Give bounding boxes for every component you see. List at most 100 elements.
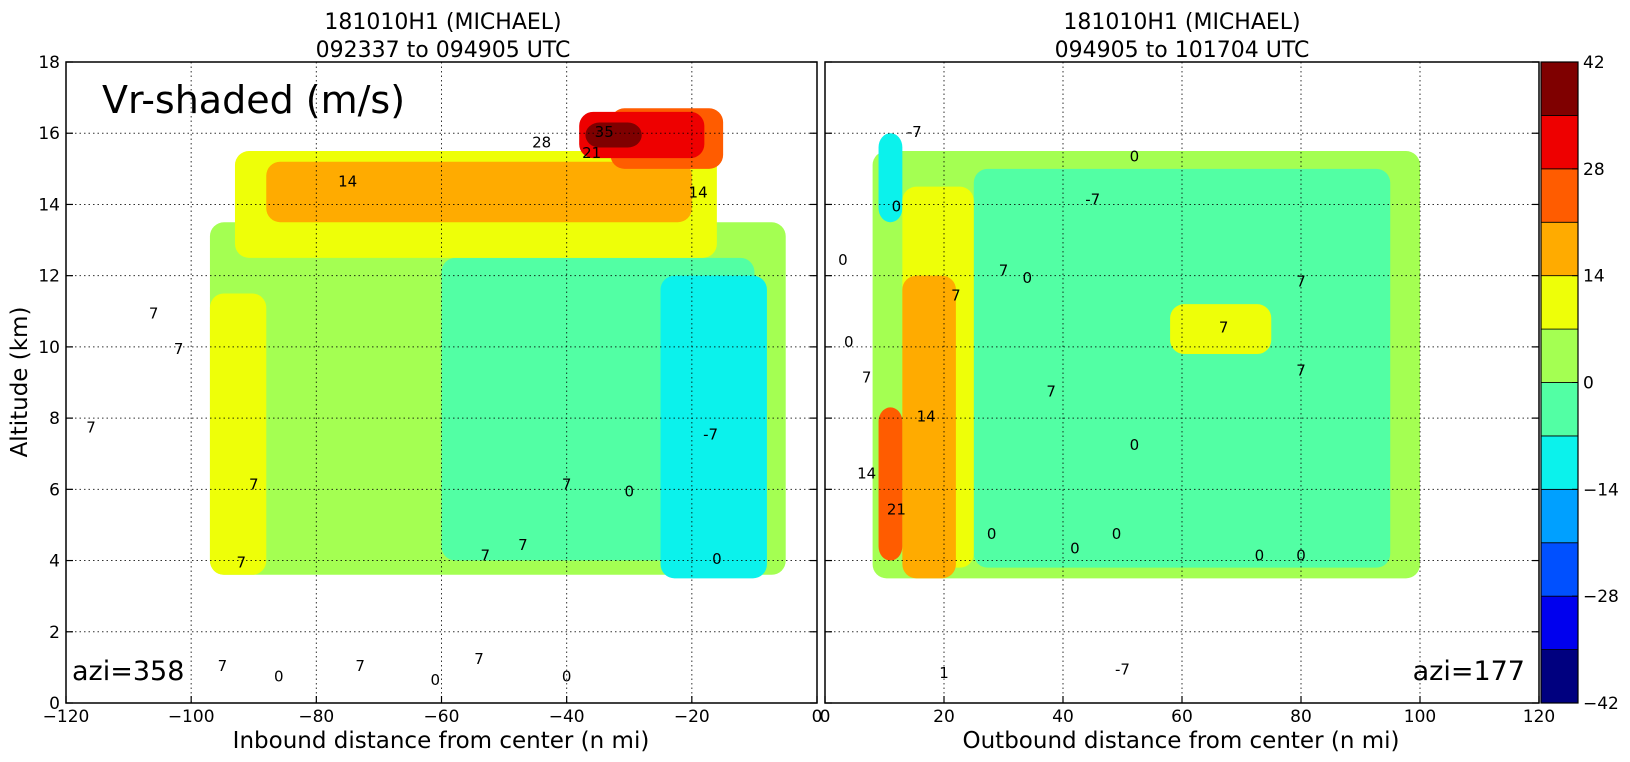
vr-region-35-42 <box>585 122 642 148</box>
contour-label: 7 <box>86 418 96 436</box>
contour-label: 7 <box>174 340 184 358</box>
colorbar-tick-label: −14 <box>1583 480 1619 500</box>
colorbar-tick-label: 28 <box>1583 160 1605 180</box>
colorbar-segment <box>1540 168 1579 223</box>
y-tick-label: 16 <box>38 124 60 144</box>
contour-label: 7 <box>518 536 528 554</box>
contour-label: 0 <box>1130 148 1140 166</box>
contour-label: 14 <box>689 183 708 201</box>
contour-label: 0 <box>987 525 997 543</box>
contour-label: 14 <box>857 465 876 483</box>
left-axes-frame <box>65 61 818 704</box>
y-tick-label: 0 <box>49 694 60 714</box>
x-tick-label: 60 <box>1171 707 1193 727</box>
contour-label: 7 <box>562 475 572 493</box>
colorbar-segment <box>1540 488 1579 544</box>
right-xlabel: Outbound distance from center (n mi) <box>963 728 1400 754</box>
contour-label: 0 <box>892 198 902 216</box>
left-title-line1: 181010H1 (MICHAEL) <box>324 10 561 35</box>
vr-region-21-28 <box>878 407 903 561</box>
colorbar-segment <box>1540 382 1579 437</box>
colorbar-segment <box>1540 61 1579 116</box>
colorbar-segment <box>1540 328 1579 383</box>
vr-region-7-14 <box>209 293 267 575</box>
colorbar-segment <box>1540 435 1579 490</box>
contour-label: 7 <box>218 657 228 675</box>
contour-label: 0 <box>624 482 634 500</box>
contour-label: 7 <box>474 650 484 668</box>
y-tick-label: 4 <box>49 552 60 572</box>
y-tick-label: 12 <box>38 267 60 287</box>
colorbar-segment <box>1540 221 1579 277</box>
contour-label: 0 <box>430 671 440 689</box>
y-tick-label: 10 <box>38 338 60 358</box>
left-panel: 181010H1 (MICHAEL) 092337 to 094905 UTC … <box>7 10 822 754</box>
contour-label: 0 <box>1070 539 1080 557</box>
x-tick-label: 0 <box>812 707 823 727</box>
left-ylabel: Altitude (km) <box>7 307 33 458</box>
right-panel: 181010H1 (MICHAEL) 094905 to 101704 UTC … <box>820 10 1556 754</box>
x-tick-label: 20 <box>933 707 955 727</box>
x-tick-label: −120 <box>43 707 90 727</box>
contour-label: 0 <box>1130 436 1140 454</box>
x-tick-label: 40 <box>1052 707 1074 727</box>
colorbar-segment <box>1540 115 1579 170</box>
left-title-line2: 092337 to 094905 UTC <box>316 38 571 63</box>
contour-label: 28 <box>532 133 551 151</box>
contour-label: 1 <box>939 664 949 682</box>
y-tick-label: 8 <box>49 409 60 429</box>
x-tick-label: 0 <box>820 707 831 727</box>
x-tick-label: 120 <box>1523 707 1555 727</box>
contour-label: 0 <box>1255 547 1265 565</box>
contour-label: 7 <box>951 287 961 305</box>
vr-region-7-14 <box>1170 304 1272 355</box>
contour-label: 0 <box>1112 525 1122 543</box>
contour-label: 7 <box>236 554 246 572</box>
left-annotation-azimuth: azi=358 <box>72 656 184 687</box>
contour-label: 21 <box>887 500 906 518</box>
contour-label: 0 <box>712 550 722 568</box>
x-tick-label: −60 <box>424 707 460 727</box>
contour-label: 14 <box>338 173 357 191</box>
contour-label: 0 <box>562 668 572 686</box>
x-tick-label: −80 <box>298 707 334 727</box>
contour-label: -7 <box>1085 190 1100 208</box>
x-tick-label: 80 <box>1290 707 1312 727</box>
contour-label: 7 <box>862 369 872 387</box>
contour-label: 35 <box>595 123 614 141</box>
right-annotation-azimuth: azi=177 <box>1413 656 1525 687</box>
contour-label: 0 <box>838 251 848 269</box>
x-tick-label: −40 <box>549 707 585 727</box>
y-tick-label: 6 <box>49 480 60 500</box>
colorbar: 42 28 14 0 −14 −28 −42 <box>1540 53 1619 714</box>
colorbar-segment <box>1540 649 1579 704</box>
contour-label: 7 <box>355 657 365 675</box>
x-tick-label: −20 <box>674 707 710 727</box>
contour-label: -7 <box>1115 661 1130 679</box>
colorbar-segment <box>1540 595 1579 650</box>
vr-region--14--7 <box>878 133 903 223</box>
colorbar-tick-label: −42 <box>1583 694 1619 714</box>
y-tick-label: 18 <box>38 53 60 73</box>
contour-label: -7 <box>907 123 922 141</box>
contour-label: 7 <box>999 262 1009 280</box>
colorbar-tick-label: 14 <box>1583 267 1605 287</box>
contour-label: 0 <box>1296 547 1306 565</box>
contour-label: 7 <box>1219 319 1229 337</box>
colorbar-segment <box>1540 542 1579 597</box>
colorbar-segment <box>1540 275 1579 330</box>
contour-label: 14 <box>917 408 936 426</box>
left-xlabel: Inbound distance from center (n mi) <box>233 728 650 754</box>
contour-label: 0 <box>844 333 854 351</box>
contour-label: 7 <box>149 304 159 322</box>
y-tick-label: 14 <box>38 195 60 215</box>
vr-region-14-21 <box>902 275 956 579</box>
colorbar-tick-label: −28 <box>1583 587 1619 607</box>
contour-label: 7 <box>1296 361 1306 379</box>
right-axes-frame <box>824 61 1540 704</box>
contour-label: 0 <box>1023 269 1033 287</box>
contour-label: 7 <box>481 547 491 565</box>
